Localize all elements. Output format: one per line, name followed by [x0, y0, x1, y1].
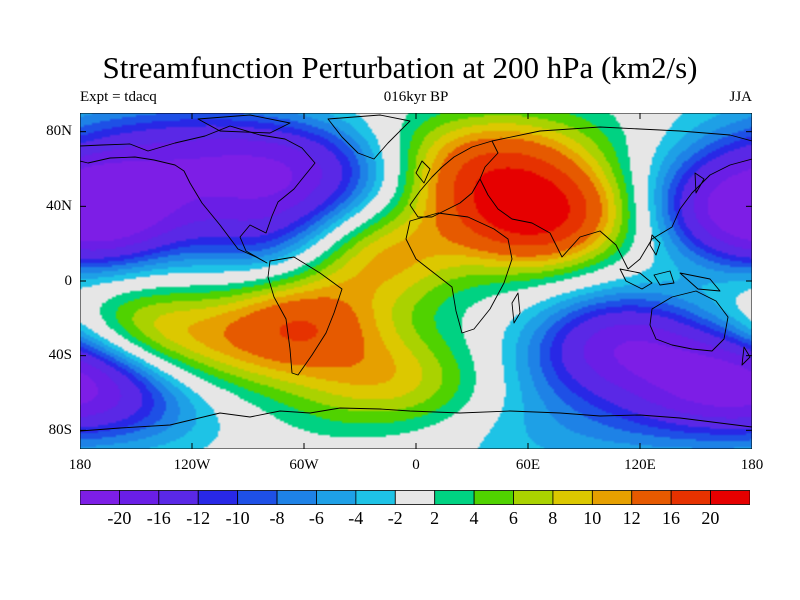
period-label: 016kyr BP: [383, 89, 449, 105]
colorbar-label: 16: [662, 508, 680, 528]
colorbar-swatch: [237, 490, 278, 505]
colorbar-label: 8: [548, 508, 558, 528]
colorbar-swatch: [513, 490, 554, 505]
experiment-label: Expt = tdacq: [80, 89, 157, 105]
x-tick-label: 180: [68, 457, 92, 473]
colorbar-swatch: [631, 490, 672, 505]
colorbar-label: 6: [508, 508, 518, 528]
y-tick-label: 40S: [48, 347, 72, 363]
colorbar-swatch: [80, 490, 120, 505]
colorbar-label: 2: [430, 508, 440, 528]
colorbar-swatch: [316, 490, 357, 505]
colorbar-swatch: [710, 490, 750, 505]
colorbar-label: 20: [701, 508, 720, 528]
y-tick-label: 0: [64, 273, 73, 289]
colorbar-swatch: [552, 490, 593, 505]
colorbar-label: 4: [469, 508, 479, 528]
colorbar-swatch: [355, 490, 396, 505]
coastlines: [80, 114, 752, 432]
colorbar-label: -8: [269, 508, 285, 528]
colorbar-swatch: [434, 490, 475, 505]
colorbar-label: -6: [308, 508, 324, 528]
colorbar-label: -12: [186, 508, 211, 528]
colorbar-swatch: [276, 490, 317, 505]
colorbar-label: -16: [146, 508, 171, 528]
colorbar-label: 12: [622, 508, 641, 528]
y-tick-label: 40N: [46, 198, 72, 214]
colorbar: [80, 490, 750, 505]
colorbar-swatch: [394, 490, 436, 505]
streamfunction-field: [80, 113, 752, 449]
colorbar-swatch: [158, 490, 199, 505]
x-tick-label: 120E: [624, 457, 656, 473]
season-label: JJA: [729, 89, 752, 105]
colorbar-swatch: [119, 490, 160, 505]
x-tick-label: 60W: [289, 457, 319, 473]
colorbar-swatch: [670, 490, 711, 505]
colorbar-label: -4: [348, 508, 364, 528]
colorbar-label: -20: [107, 508, 132, 528]
colorbar-swatch: [473, 490, 514, 505]
y-tick-label: 80N: [46, 123, 72, 139]
x-tick-label: 120W: [173, 457, 211, 473]
x-tick-label: 60E: [515, 457, 541, 473]
colorbar-swatch: [591, 490, 633, 505]
colorbar-swatch: [197, 490, 239, 505]
page-title: Streamfunction Perturbation at 200 hPa (…: [102, 50, 698, 85]
x-tick-label: 0: [412, 457, 420, 473]
y-tick-label: 80S: [48, 422, 72, 438]
x-tick-label: 180: [740, 457, 764, 473]
colorbar-label: -10: [225, 508, 250, 528]
colorbar-label: -2: [387, 508, 403, 528]
map-plot: [80, 113, 752, 449]
colorbar-label: 10: [583, 508, 602, 528]
